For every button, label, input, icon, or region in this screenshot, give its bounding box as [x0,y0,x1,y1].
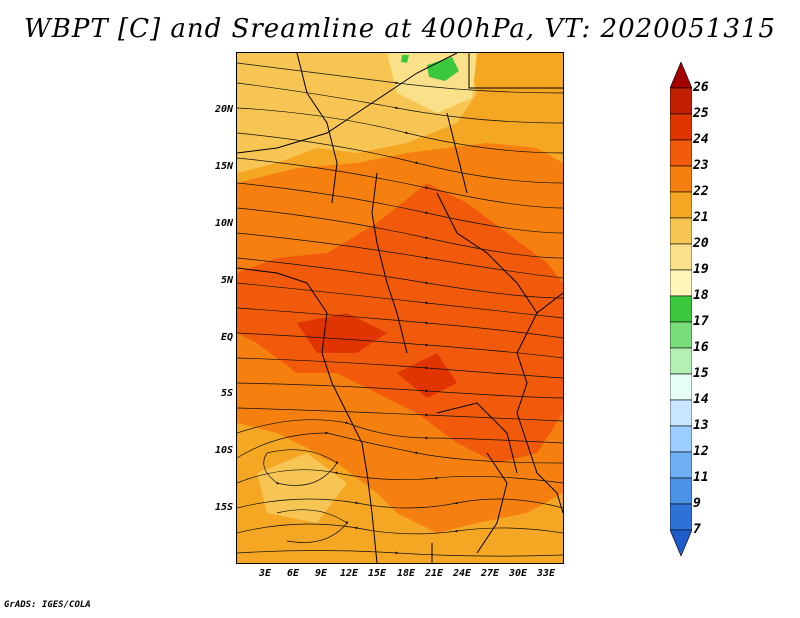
map-title: WBPT [C] and Sreamline at 400hPa, VT: 20… [24,14,776,44]
colorbar-cell [670,217,692,245]
colorbar-label-14: 14 [693,392,709,407]
colorbar-cell [670,87,692,115]
lon-label-30e: 30E [508,568,528,579]
green-patch-small [401,55,409,63]
lon-label-9e: 9E [314,568,328,579]
lon-label-15e: 15E [367,568,387,579]
lat-label-15n: 15N [214,161,233,172]
lat-label-5n: 5N [220,275,233,286]
hottest-patch-2 [397,353,457,398]
colorbar-label-17: 17 [693,314,709,329]
lat-label-5s: 5S [220,388,233,399]
colorbar-cell [670,113,692,141]
colorbar-label-11: 11 [693,470,709,485]
lon-label-24e: 24E [452,568,472,579]
map-svg [237,53,563,563]
colorbar-cell [670,399,692,427]
colorbar-cell [670,347,692,375]
colorbar-label-19: 19 [693,262,709,277]
colorbar-label-26: 26 [693,80,709,95]
lon-label-6e: 6E [286,568,300,579]
lat-label-15s: 15S [214,502,233,513]
colorbar-cell [670,269,692,297]
colorbar-label-18: 18 [693,288,709,303]
colorbar-label-7: 7 [693,522,701,537]
colorbar-label-23: 23 [693,158,709,173]
colorbar-cell [670,503,692,531]
hottest-patch [297,313,387,353]
lon-label-18e: 18E [396,568,416,579]
colorbar-cell [670,165,692,193]
colorbar [670,62,692,557]
colorbar-label-12: 12 [693,444,709,459]
colorbar-label-22: 22 [693,184,709,199]
map-panel [236,52,564,564]
colorbar-label-16: 16 [693,340,709,355]
lon-label-33e: 33E [536,568,556,579]
colorbar-label-9: 9 [693,496,701,511]
lon-label-21e: 21E [424,568,444,579]
colorbar-label-21: 21 [693,210,709,225]
lat-label-10n: 10N [214,218,233,229]
colorbar-cell [670,295,692,323]
lat-label-eq: EQ [220,332,233,343]
colorbar-label-15: 15 [693,366,709,381]
green-patch [427,57,459,81]
colorbar-cell [670,451,692,479]
streamlines [237,62,563,557]
lat-label-20n: 20N [214,104,233,115]
colorbar-label-24: 24 [693,132,709,147]
colorbar-label-20: 20 [693,236,709,251]
lon-label-3e: 3E [258,568,272,579]
colorbar-cell [670,139,692,167]
colorbar-cell [670,243,692,271]
lat-label-10s: 10S [214,445,233,456]
lon-label-27e: 27E [480,568,500,579]
colorbar-cell [670,321,692,349]
colorbar-cell [670,425,692,453]
lon-label-12e: 12E [339,568,359,579]
colorbar-cell [670,529,692,557]
colorbar-label-13: 13 [693,418,709,433]
colorbar-cell [670,191,692,219]
colorbar-cells [670,62,692,557]
colorbar-cell [670,373,692,401]
grads-credit: GrADS: IGES/COLA [4,600,91,610]
colorbar-label-25: 25 [693,106,709,121]
colorbar-cell [670,62,692,89]
colorbar-cell [670,477,692,505]
